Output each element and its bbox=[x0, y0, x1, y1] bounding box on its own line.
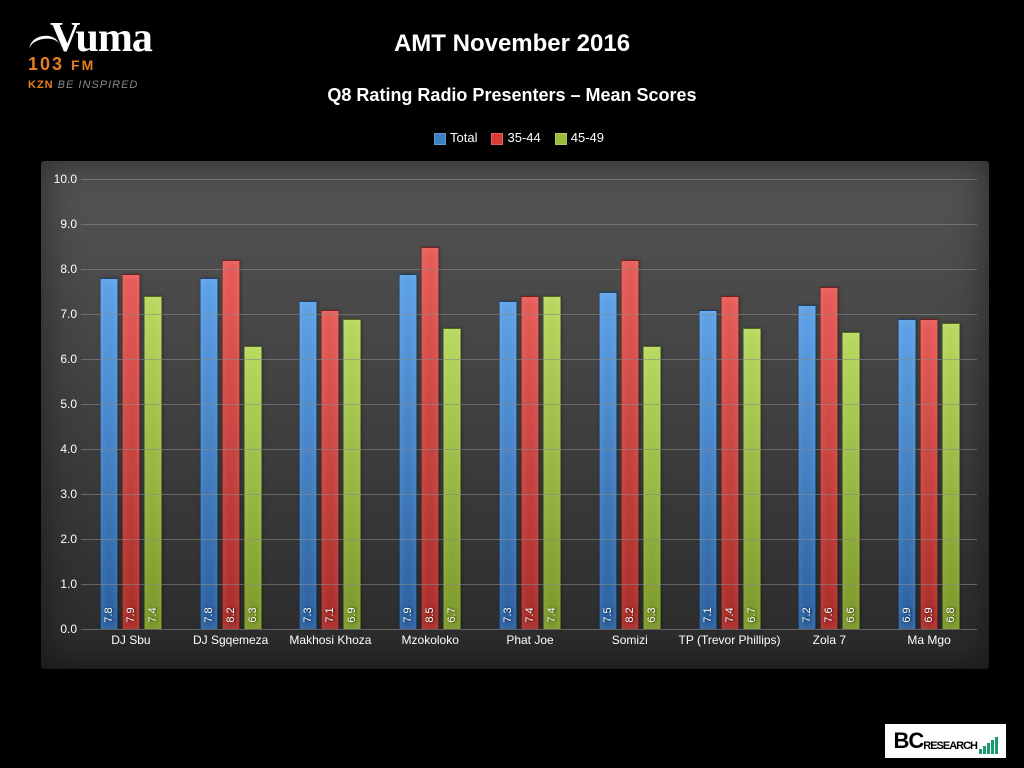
y-axis-label: 1.0 bbox=[47, 577, 77, 591]
gridline bbox=[81, 314, 977, 315]
gridline bbox=[81, 584, 977, 585]
chart-x-axis: DJ Sbu DJ Sgqemeza Makhosi Khoza Mzokoloko P… bbox=[81, 633, 977, 653]
bar-value-label: 7.2 bbox=[801, 607, 813, 622]
y-axis-label: 3.0 bbox=[47, 487, 77, 501]
bar: 7.5 bbox=[599, 292, 617, 630]
y-axis-label: 6.0 bbox=[47, 352, 77, 366]
chart-legend: Total 35-44 45-49 bbox=[0, 130, 1024, 145]
bar-value-label: 6.3 bbox=[247, 607, 259, 622]
y-axis-label: 8.0 bbox=[47, 262, 77, 276]
legend-swatch bbox=[555, 133, 567, 145]
bar-value-label: 7.3 bbox=[302, 607, 314, 622]
y-axis-label: 7.0 bbox=[47, 307, 77, 321]
bar: 7.4 bbox=[144, 296, 162, 629]
legend-label: 45-49 bbox=[571, 130, 604, 145]
bar-value-label: 7.4 bbox=[147, 607, 159, 622]
bar-value-label: 7.1 bbox=[324, 607, 336, 622]
bar: 7.9 bbox=[122, 274, 140, 630]
y-axis-label: 10.0 bbox=[47, 172, 77, 186]
bar-value-label: 8.2 bbox=[624, 607, 636, 622]
bar-value-label: 6.3 bbox=[646, 607, 658, 622]
bar: 6.9 bbox=[898, 319, 916, 630]
bar-value-label: 7.4 bbox=[524, 607, 536, 622]
bar-value-label: 6.9 bbox=[901, 607, 913, 622]
x-axis-label: DJ Sbu bbox=[111, 633, 150, 647]
legend-label: 35-44 bbox=[507, 130, 540, 145]
bar: 7.1 bbox=[699, 310, 717, 630]
bar-value-label: 7.1 bbox=[702, 607, 714, 622]
chart-subtitle: Q8 Rating Radio Presenters – Mean Scores bbox=[0, 85, 1024, 106]
bar: 8.5 bbox=[421, 247, 439, 630]
gridline bbox=[81, 359, 977, 360]
bar-value-label: 6.9 bbox=[923, 607, 935, 622]
x-axis-label: Makhosi Khoza bbox=[289, 633, 371, 647]
bar: 6.9 bbox=[343, 319, 361, 630]
x-axis-label: Phat Joe bbox=[506, 633, 553, 647]
legend-swatch bbox=[434, 133, 446, 145]
bar: 7.9 bbox=[399, 274, 417, 630]
x-axis-label: Somizi bbox=[612, 633, 648, 647]
bar: 6.9 bbox=[920, 319, 938, 630]
y-axis-label: 4.0 bbox=[47, 442, 77, 456]
bar: 7.4 bbox=[543, 296, 561, 629]
gridline bbox=[81, 539, 977, 540]
bar: 7.3 bbox=[299, 301, 317, 630]
y-axis-label: 5.0 bbox=[47, 397, 77, 411]
x-axis-label: Ma Mgo bbox=[907, 633, 950, 647]
gridline bbox=[81, 224, 977, 225]
bar: 7.6 bbox=[820, 287, 838, 629]
y-axis-label: 2.0 bbox=[47, 532, 77, 546]
bar-value-label: 6.9 bbox=[346, 607, 358, 622]
bar-value-label: 6.7 bbox=[446, 607, 458, 622]
bar: 7.8 bbox=[100, 278, 118, 629]
bar-value-label: 7.6 bbox=[823, 607, 835, 622]
bar-value-label: 6.8 bbox=[945, 607, 957, 622]
bar: 7.2 bbox=[798, 305, 816, 629]
legend-label: Total bbox=[450, 130, 477, 145]
x-axis-label: Mzokoloko bbox=[402, 633, 459, 647]
bar: 7.8 bbox=[200, 278, 218, 629]
bar-value-label: 8.2 bbox=[225, 607, 237, 622]
gridline bbox=[81, 449, 977, 450]
bar: 7.3 bbox=[499, 301, 517, 630]
bar: 6.3 bbox=[244, 346, 262, 630]
bar-value-label: 7.4 bbox=[546, 607, 558, 622]
gridline bbox=[81, 269, 977, 270]
gridline bbox=[81, 179, 977, 180]
bar-value-label: 6.7 bbox=[746, 607, 758, 622]
gridline bbox=[81, 494, 977, 495]
bar-value-label: 7.8 bbox=[203, 607, 215, 622]
gridline bbox=[81, 404, 977, 405]
bar: 7.1 bbox=[321, 310, 339, 630]
gridline bbox=[81, 629, 977, 630]
footer-logo-bars-icon bbox=[979, 737, 998, 754]
x-axis-label: Zola 7 bbox=[813, 633, 846, 647]
legend-swatch bbox=[491, 133, 503, 145]
bar: 7.4 bbox=[521, 296, 539, 629]
footer-research-logo: BCRESEARCH bbox=[885, 724, 1006, 758]
x-axis-label: DJ Sgqemeza bbox=[193, 633, 268, 647]
bar-value-label: 7.8 bbox=[103, 607, 115, 622]
page-title: AMT November 2016 bbox=[0, 30, 1024, 58]
bar: 7.4 bbox=[721, 296, 739, 629]
bar-value-label: 7.4 bbox=[724, 607, 736, 622]
bar-value-label: 7.9 bbox=[125, 607, 137, 622]
bar: 8.2 bbox=[222, 260, 240, 629]
bar-value-label: 6.6 bbox=[845, 607, 857, 622]
bar-value-label: 7.3 bbox=[502, 607, 514, 622]
bar-value-label: 8.5 bbox=[424, 607, 436, 622]
y-axis-label: 0.0 bbox=[47, 622, 77, 636]
y-axis-label: 9.0 bbox=[47, 217, 77, 231]
bar: 6.3 bbox=[643, 346, 661, 630]
bar-value-label: 7.5 bbox=[602, 607, 614, 622]
chart-container: 7.8 7.9 7.4 7.8 8.2 6.3 7.3 7.1 6.9 7.9 8.5 6.7 7.3 7… bbox=[40, 160, 990, 670]
x-axis-label: TP (Trevor Phillips) bbox=[679, 633, 781, 647]
chart-plot-area: 7.8 7.9 7.4 7.8 8.2 6.3 7.3 7.1 6.9 7.9 8.5 6.7 7.3 7… bbox=[81, 179, 977, 629]
bar: 8.2 bbox=[621, 260, 639, 629]
bar-value-label: 7.9 bbox=[402, 607, 414, 622]
